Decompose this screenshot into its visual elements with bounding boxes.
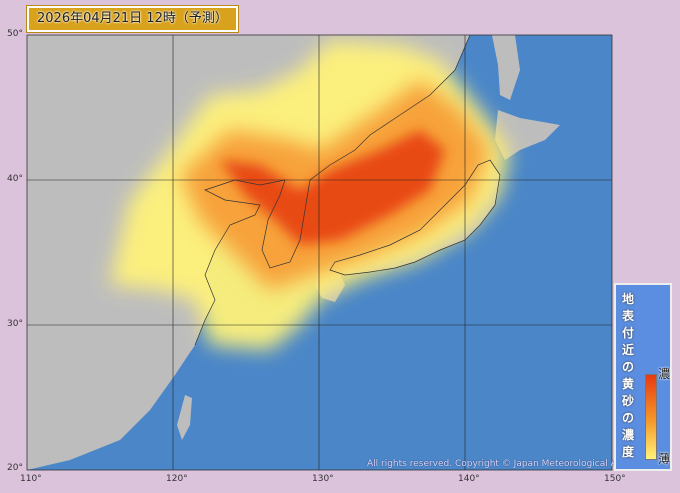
- legend-color-bar: [645, 374, 657, 460]
- lon-label-140: 140°: [458, 474, 480, 484]
- dust-plume: [110, 40, 510, 350]
- lon-label-120: 120°: [166, 474, 188, 484]
- lat-label-40: 40°: [7, 174, 23, 184]
- legend-high-label: 濃: [658, 367, 671, 381]
- copyright-notice: All rights reserved. Copyright © Japan M…: [367, 459, 644, 469]
- forecast-datetime-title: 2026年04月21日 12時（予測）: [26, 5, 239, 33]
- legend-char: 砂: [622, 394, 635, 408]
- legend-char: 付: [622, 326, 635, 340]
- legend-char: 地: [622, 292, 635, 306]
- taiwan-land: [177, 395, 192, 440]
- hokkaido-land: [495, 110, 560, 160]
- grid-lines: [27, 35, 612, 470]
- legend-title: 地表付近の黄砂の濃度: [622, 291, 636, 461]
- sakhalin-land: [492, 35, 520, 100]
- lat-label-50: 50°: [7, 29, 23, 39]
- lat-label-30: 30°: [7, 319, 23, 329]
- legend-char: 度: [622, 445, 635, 459]
- legend-char: 黄: [622, 377, 635, 391]
- coastlines: [194, 35, 501, 346]
- lon-label-130: 130°: [312, 474, 334, 484]
- legend-low-label: 薄: [658, 452, 671, 466]
- legend-char: の: [622, 411, 635, 425]
- legend-char: 濃: [622, 428, 635, 442]
- legend-char: の: [622, 360, 635, 374]
- lat-label-20: 20°: [7, 463, 23, 473]
- lon-label-110: 110°: [20, 474, 42, 484]
- legend-char: 表: [622, 309, 635, 323]
- legend-char: 近: [622, 343, 635, 357]
- concentration-legend: 地表付近の黄砂の濃度 濃 薄: [614, 283, 672, 471]
- lon-label-150: 150°: [604, 474, 626, 484]
